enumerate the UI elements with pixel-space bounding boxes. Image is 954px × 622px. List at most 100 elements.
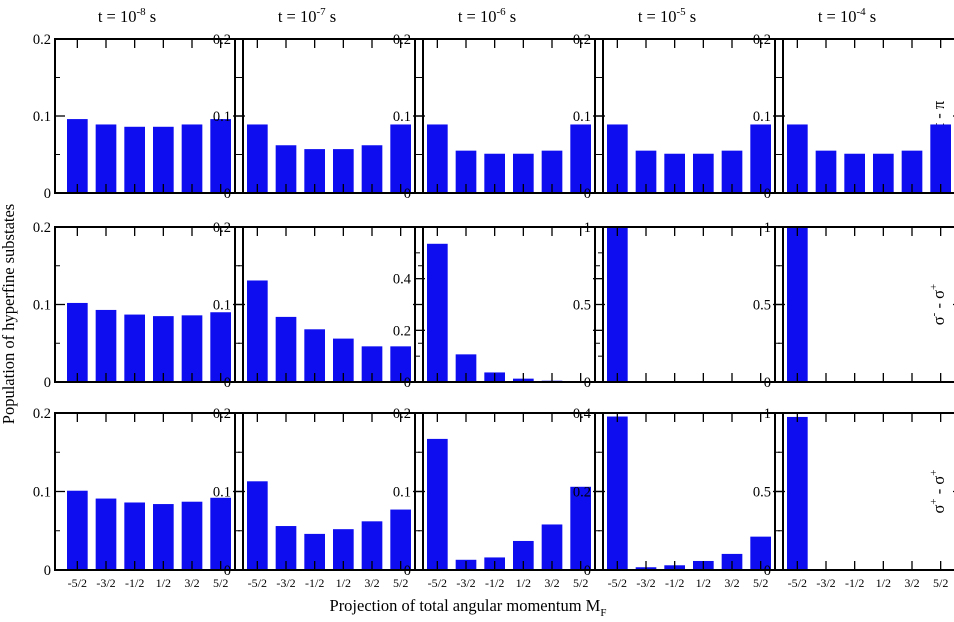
bar--5/2 bbox=[787, 416, 808, 570]
y-tick-label: 0.1 bbox=[33, 109, 51, 125]
y-tick-label: 1 bbox=[764, 220, 771, 236]
x-tick-label: -3/2 bbox=[456, 576, 475, 590]
bar--3/2 bbox=[635, 150, 657, 193]
column-title-prefix: t = 10 bbox=[638, 7, 677, 26]
x-tick-label: -3/2 bbox=[816, 576, 835, 590]
row-label-sup: - bbox=[928, 312, 940, 316]
y-tick-label: 0.1 bbox=[213, 109, 231, 125]
bar--3/2 bbox=[275, 145, 297, 193]
bar-1/2 bbox=[873, 153, 894, 193]
bar-3/2 bbox=[541, 150, 563, 193]
y-tick-label: 0.1 bbox=[573, 109, 591, 125]
x-tick-label: 5/2 bbox=[213, 576, 228, 590]
bar--1/2 bbox=[844, 153, 865, 193]
bar-5/2 bbox=[210, 312, 231, 382]
y-tick-label: 0 bbox=[404, 563, 411, 579]
bar--1/2 bbox=[124, 314, 145, 382]
y-tick-label: 0 bbox=[584, 375, 591, 391]
y-tick-label: 0 bbox=[764, 563, 771, 579]
bar--5/2 bbox=[67, 119, 88, 193]
y-axis-label: Population of hyperfine substates bbox=[0, 204, 18, 424]
y-tick-label: 0.2 bbox=[573, 485, 591, 501]
row-label-sup: + bbox=[928, 470, 940, 476]
bar-3/2 bbox=[361, 521, 383, 570]
row-label-base: π bbox=[929, 100, 948, 109]
row-label-sup: + bbox=[928, 284, 940, 290]
column-title-exponent: -4 bbox=[856, 6, 866, 18]
bar-3/2 bbox=[541, 524, 563, 570]
x-axis-label: Projection of total angular momentum MF bbox=[330, 596, 607, 619]
column-title-prefix: t = 10 bbox=[98, 7, 137, 26]
y-tick-label: 0.5 bbox=[753, 485, 771, 501]
bar--1/2 bbox=[664, 153, 685, 193]
y-tick-label: 0 bbox=[584, 186, 591, 202]
panel-r2-c2: 0 0.1 0.2 bbox=[213, 220, 424, 391]
panel-r3-c4: 0 0.2 0.4 -5/2 -3/2 -1/2 1/2 3/2 5/2 bbox=[573, 406, 784, 590]
panel-r1-c3: 0 0.1 0.2 bbox=[393, 32, 604, 202]
y-tick-label: 0 bbox=[44, 186, 51, 202]
y-tick-label: 0.2 bbox=[573, 32, 591, 48]
column-title-prefix: t = 10 bbox=[458, 7, 497, 26]
bar--5/2 bbox=[247, 124, 268, 193]
x-tick-label: 1/2 bbox=[696, 576, 711, 590]
y-tick-label: 0.2 bbox=[33, 32, 51, 48]
column-title-unit: s bbox=[506, 7, 517, 26]
x-tick-label: -1/2 bbox=[845, 576, 864, 590]
column-title-exponent: -6 bbox=[496, 6, 506, 18]
y-tick-label: 0.4 bbox=[573, 406, 592, 422]
bar-1/2 bbox=[513, 153, 534, 193]
x-tick-label: -5/2 bbox=[608, 576, 627, 590]
bar-1/2 bbox=[153, 316, 174, 383]
bar--5/2 bbox=[67, 490, 88, 570]
bar-1/2 bbox=[153, 504, 174, 570]
panel-r2-c4: 00.51 bbox=[573, 220, 784, 391]
bar--5/2 bbox=[607, 416, 628, 570]
column-title-1: t = 10-8 s bbox=[98, 6, 156, 26]
column-title-unit: s bbox=[686, 7, 697, 26]
x-tick-label: -3/2 bbox=[276, 576, 295, 590]
bar--5/2 bbox=[427, 438, 448, 570]
bar--3/2 bbox=[455, 150, 477, 193]
bar--1/2 bbox=[304, 149, 325, 193]
row-label-separator: - bbox=[929, 109, 948, 123]
row-label-2: σ- - σ+ bbox=[928, 284, 948, 325]
x-tick-label: 5/2 bbox=[933, 576, 948, 590]
y-tick-label: 0.1 bbox=[393, 109, 411, 125]
bar-1/2 bbox=[693, 153, 714, 193]
bar-1/2 bbox=[513, 540, 534, 570]
column-title-prefix: t = 10 bbox=[278, 7, 317, 26]
panel-r3-c5: 00.51-5/2 -3/2 -1/2 1/2 3/2 5/2 bbox=[753, 406, 954, 590]
bar--5/2 bbox=[787, 227, 808, 382]
bar-3/2 bbox=[181, 501, 203, 570]
panel-r2-c3: 0 0.2 0.4 bbox=[393, 226, 604, 391]
bar--5/2 bbox=[67, 302, 88, 382]
row-label-base: σ bbox=[929, 476, 948, 485]
bar-3/2 bbox=[721, 150, 743, 193]
y-tick-label: 0.2 bbox=[213, 32, 231, 48]
x-tick-label: 1/2 bbox=[156, 576, 171, 590]
y-tick-label: 0 bbox=[44, 563, 51, 579]
x-tick-label: 5/2 bbox=[753, 576, 768, 590]
column-title-prefix: t = 10 bbox=[818, 7, 857, 26]
x-tick-label: 5/2 bbox=[573, 576, 588, 590]
x-tick-label: 5/2 bbox=[393, 576, 408, 590]
bar-1/2 bbox=[333, 338, 354, 382]
bar-3/2 bbox=[901, 150, 923, 193]
y-tick-label: 0.1 bbox=[393, 485, 411, 501]
column-title-unit: s bbox=[146, 7, 157, 26]
bar--5/2 bbox=[607, 227, 628, 382]
bar--1/2 bbox=[304, 329, 325, 382]
y-tick-label: 0.5 bbox=[573, 298, 591, 314]
y-tick-label: 0 bbox=[224, 375, 231, 391]
column-title-exponent: -7 bbox=[316, 6, 326, 18]
bar-5/2 bbox=[930, 124, 951, 193]
panel-r1-c2: 0 0.1 0.2 bbox=[213, 32, 424, 202]
row-label-sup: + bbox=[928, 498, 940, 504]
x-tick-label: -1/2 bbox=[485, 576, 504, 590]
row-label-base: σ bbox=[929, 505, 948, 514]
y-tick-label: 0.1 bbox=[33, 485, 51, 501]
bar-5/2 bbox=[390, 509, 411, 570]
column-title-3: t = 10-6 s bbox=[458, 6, 516, 26]
y-tick-label: 0.2 bbox=[33, 220, 51, 236]
row-label-base: σ bbox=[929, 316, 948, 325]
